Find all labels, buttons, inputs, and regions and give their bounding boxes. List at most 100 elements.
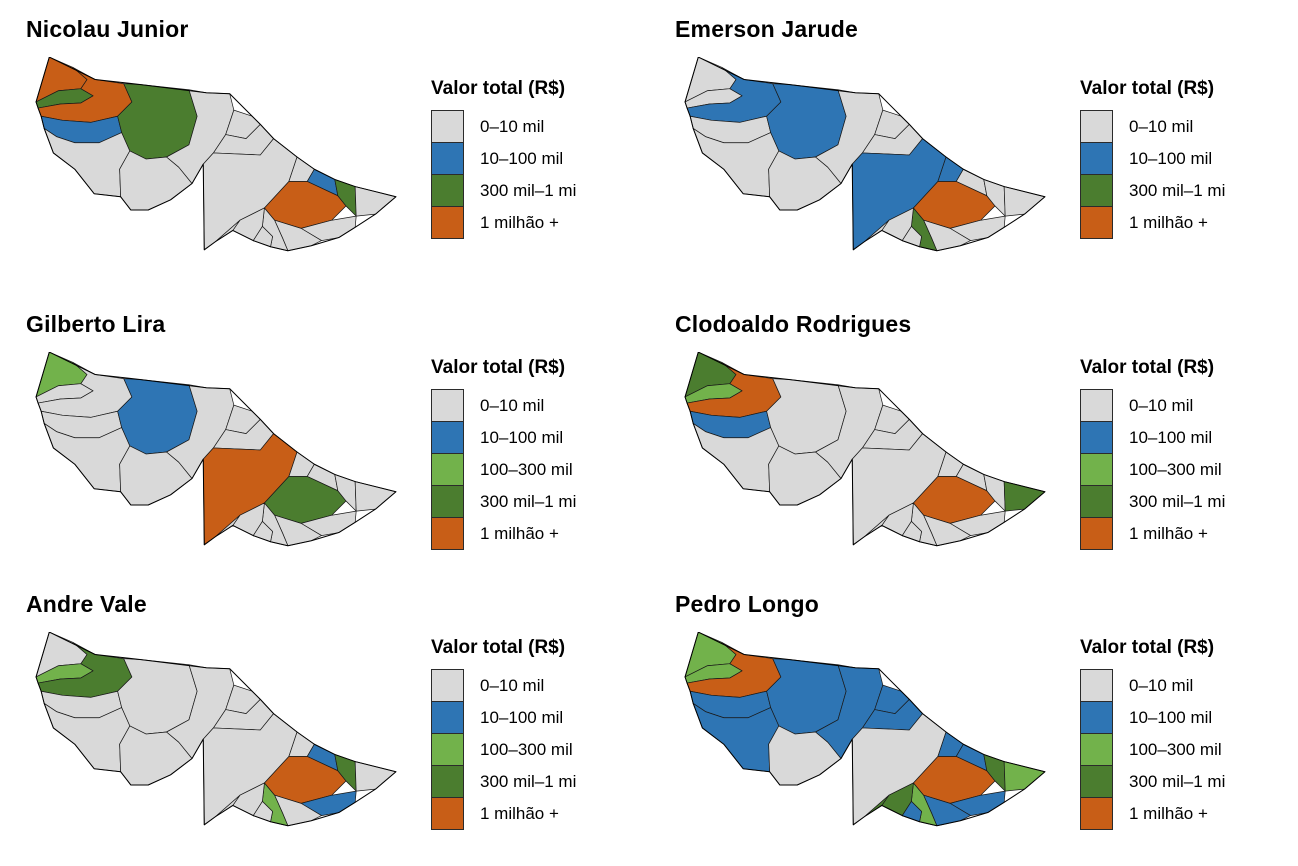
legend-key: 10–100 mil: [1080, 701, 1225, 734]
panel-title: Gilberto Lira: [26, 311, 166, 337]
legend-swatch-c4: [431, 517, 464, 550]
legend-label: 0–10 mil: [1129, 675, 1194, 695]
legend-key: 0–10 mil: [431, 669, 576, 702]
state-outline: [684, 352, 1046, 547]
legend: Valor total (R$) 0–10 mil 10–100 mil 100–30…: [1080, 634, 1225, 830]
legend-key: 100–300 mil: [431, 453, 576, 486]
legend-label: 10–100 mil: [1129, 148, 1213, 168]
legend-label: 10–100 mil: [1129, 427, 1213, 447]
legend-swatch-c3: [431, 765, 464, 798]
legend-label: 300 mil–1 mi: [480, 771, 577, 791]
legend-key: 300 mil–1 mi: [431, 485, 576, 518]
legend-swatch-c1: [431, 421, 464, 454]
legend-label: 0–10 mil: [480, 116, 545, 136]
state-outline: [684, 57, 1046, 252]
panel-nicolau-junior: Nicolau Junior Valor total (R$) 0–10 mil 10…: [0, 0, 649, 295]
legend-swatch-c2: [1080, 453, 1113, 486]
legend-label: 1 milhão +: [1129, 523, 1208, 543]
legend-label: 300 mil–1 mi: [480, 491, 577, 511]
legend-label: 1 milhão +: [1129, 803, 1208, 823]
legend: Valor total (R$) 0–10 mil 10–100 mil 100–30…: [431, 354, 576, 550]
legend-key: 10–100 mil: [1080, 421, 1225, 454]
legend-key: 1 milhão +: [431, 517, 576, 550]
legend-key: 1 milhão +: [1080, 517, 1225, 550]
legend-label: 10–100 mil: [1129, 707, 1213, 727]
panel-body: Valor total (R$) 0–10 mil 10–100 mil 100–30…: [649, 352, 1298, 552]
state-outline: [684, 632, 1046, 827]
legend-swatch-c0: [1080, 389, 1113, 422]
legend-label: 100–300 mil: [1129, 459, 1222, 479]
choropleth-map: [684, 632, 1046, 827]
legend-key: 0–10 mil: [431, 389, 576, 422]
legend: Valor total (R$) 0–10 mil 10–100 mil 300 mi…: [431, 75, 576, 239]
legend-title: Valor total (R$): [431, 78, 566, 99]
panel-body: Valor total (R$) 0–10 mil 10–100 mil 100–30…: [0, 632, 649, 832]
legend-swatch-c4: [431, 206, 464, 239]
legend-key: 0–10 mil: [1080, 389, 1225, 422]
legend-key: 10–100 mil: [1080, 142, 1225, 175]
legend-swatch-c4: [431, 797, 464, 830]
state-outline: [35, 352, 397, 547]
legend-key: 100–300 mil: [1080, 453, 1225, 486]
legend: Valor total (R$) 0–10 mil 10–100 mil 100–30…: [431, 634, 576, 830]
legend-title: Valor total (R$): [1080, 637, 1215, 658]
legend-label: 300 mil–1 mi: [1129, 491, 1226, 511]
legend: Valor total (R$) 0–10 mil 10–100 mil 300 mi…: [1080, 75, 1225, 239]
panel-title: Emerson Jarude: [675, 16, 859, 42]
legend-label: 100–300 mil: [480, 739, 573, 759]
panel-body: Valor total (R$) 0–10 mil 10–100 mil 300 mi…: [649, 57, 1298, 257]
legend-swatch-c4: [1080, 206, 1113, 239]
legend-swatch-c3: [1080, 765, 1113, 798]
legend-key: 0–10 mil: [431, 110, 576, 143]
legend-swatch-c4: [1080, 517, 1113, 550]
legend-key: 300 mil–1 mi: [431, 765, 576, 798]
legend-key: 1 milhão +: [1080, 206, 1225, 239]
panel-title: Clodoaldo Rodrigues: [675, 311, 912, 337]
panel-gilberto-lira: Gilberto Lira Valor total (R$) 0–10 mil 10–…: [0, 295, 649, 575]
legend-swatch-c0: [1080, 110, 1113, 143]
legend-key: 10–100 mil: [431, 142, 576, 175]
legend-swatch-c1: [1080, 701, 1113, 734]
choropleth-map: [684, 57, 1046, 252]
legend-label: 300 mil–1 mi: [1129, 180, 1226, 200]
legend-swatch-c2: [431, 733, 464, 766]
legend-title: Valor total (R$): [431, 357, 566, 378]
legend-title: Valor total (R$): [431, 637, 566, 658]
panel-body: Valor total (R$) 0–10 mil 10–100 mil 100–30…: [0, 352, 649, 552]
legend-key: 0–10 mil: [1080, 669, 1225, 702]
legend-swatch-c1: [431, 701, 464, 734]
legend-key: 1 milhão +: [1080, 797, 1225, 830]
legend-key: 10–100 mil: [431, 701, 576, 734]
choropleth-map: [35, 57, 397, 252]
legend-key: 100–300 mil: [1080, 733, 1225, 766]
choropleth-map: [35, 352, 397, 547]
legend-label: 0–10 mil: [1129, 395, 1194, 415]
legend-label: 1 milhão +: [480, 212, 559, 232]
legend-key: 300 mil–1 mi: [1080, 174, 1225, 207]
legend-key: 1 milhão +: [431, 797, 576, 830]
legend-key: 1 milhão +: [431, 206, 576, 239]
panel-title: Andre Vale: [26, 591, 147, 617]
legend-swatch-c0: [1080, 669, 1113, 702]
legend-key: 10–100 mil: [431, 421, 576, 454]
legend-label: 100–300 mil: [480, 459, 573, 479]
legend-title: Valor total (R$): [1080, 357, 1215, 378]
legend-swatch-c3: [1080, 174, 1113, 207]
panel-andre-vale: Andre Vale Valor total (R$) 0–10 mil 10–100…: [0, 575, 649, 866]
legend-swatch-c0: [431, 669, 464, 702]
legend-label: 300 mil–1 mi: [1129, 771, 1226, 791]
legend-swatch-c1: [1080, 142, 1113, 175]
panel-body: Valor total (R$) 0–10 mil 10–100 mil 300 mi…: [0, 57, 649, 257]
legend-swatch-c0: [431, 110, 464, 143]
legend-key: 300 mil–1 mi: [431, 174, 576, 207]
choropleth-map: [35, 632, 397, 827]
legend-label: 10–100 mil: [480, 148, 564, 168]
panel-clodoaldo-rodrigues: Clodoaldo Rodrigues Valor total (R$) 0–10 …: [649, 295, 1298, 575]
panel-body: Valor total (R$) 0–10 mil 10–100 mil 100–30…: [649, 632, 1298, 832]
legend-swatch-c2: [431, 453, 464, 486]
legend-swatch-c3: [1080, 485, 1113, 518]
legend-label: 1 milhão +: [1129, 212, 1208, 232]
legend-label: 0–10 mil: [480, 675, 545, 695]
panel-emerson-jarude: Emerson Jarude Valor total (R$) 0–10 mil 10…: [649, 0, 1298, 295]
